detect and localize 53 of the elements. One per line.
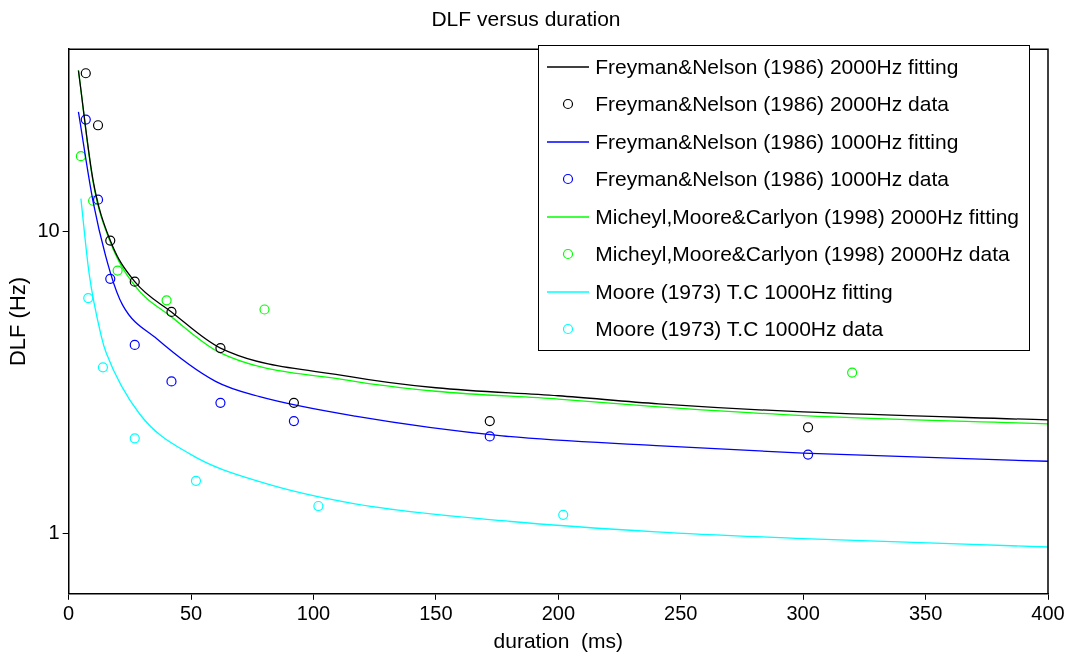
x-tick-label: 250	[664, 602, 698, 625]
y-tick-label: 1	[48, 520, 60, 543]
x-tick-label: 50	[179, 602, 203, 625]
legend-label: Freyman&Nelson (1986) 2000Hz data	[595, 92, 949, 117]
point	[558, 509, 569, 520]
point	[97, 362, 109, 373]
point	[313, 500, 324, 512]
point	[215, 397, 226, 408]
point	[88, 195, 99, 206]
point	[75, 151, 86, 162]
legend-label: Micheyl,Moore&Carlyon (1998) 2000Hz data	[595, 242, 1010, 267]
point	[166, 306, 177, 318]
point	[129, 276, 140, 287]
legend-label: Moore (1973) T.C 1000Hz fitting	[595, 279, 893, 304]
point	[129, 339, 140, 350]
chart-title: DLF versus duration	[431, 7, 621, 31]
point	[802, 422, 814, 433]
legend-label: Freyman&Nelson (1986) 2000Hz fitting	[595, 54, 959, 79]
legend-label: Moore (1973) T.C 1000Hz data	[595, 317, 884, 342]
x-tick-label: 400	[1031, 602, 1065, 625]
point	[288, 397, 299, 408]
legend-label: Freyman&Nelson (1986) 1000Hz data	[595, 167, 949, 192]
x-tick-label: 350	[908, 602, 943, 625]
point	[484, 431, 495, 442]
y-axis-title: DLF (Hz)	[5, 276, 31, 367]
point	[802, 449, 814, 460]
point	[161, 295, 172, 306]
point	[484, 415, 495, 427]
legend-label: Freyman&Nelson (1986) 1000Hz fitting	[595, 129, 959, 154]
point	[80, 68, 91, 79]
x-axis-title: duration (ms)	[493, 629, 624, 653]
point	[190, 475, 202, 486]
point	[112, 265, 123, 276]
point	[80, 114, 91, 125]
x-tick-label: 100	[296, 602, 331, 625]
point	[105, 273, 116, 284]
point	[166, 376, 177, 387]
point	[259, 304, 270, 315]
x-tick-label: 200	[541, 602, 576, 625]
legend-label: Micheyl,Moore&Carlyon (1998) 2000Hz fitting	[595, 204, 1019, 229]
point	[105, 235, 116, 246]
point	[288, 415, 299, 427]
line-series	[80, 198, 1048, 548]
point	[129, 433, 140, 444]
point	[92, 120, 104, 131]
x-tick-label: 0	[63, 602, 75, 625]
y-tick-label: 10	[37, 218, 60, 241]
point	[92, 194, 104, 205]
point	[847, 367, 858, 378]
point	[83, 293, 94, 304]
point	[215, 342, 226, 354]
x-tick-label: 300	[786, 602, 820, 625]
x-tick-label: 150	[419, 602, 453, 625]
